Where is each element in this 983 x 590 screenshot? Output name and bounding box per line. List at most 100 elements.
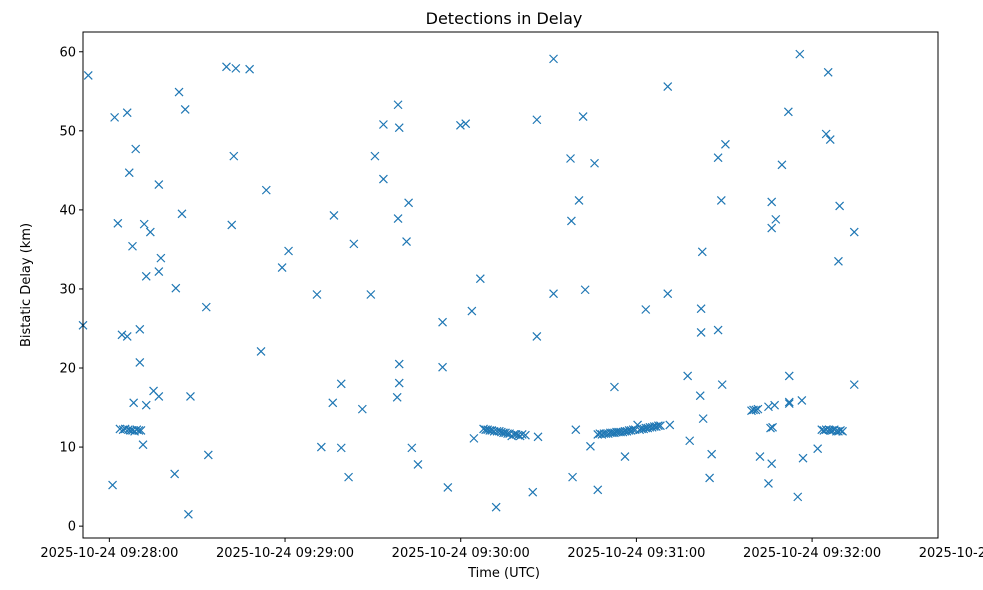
data-point xyxy=(201,302,211,312)
data-point xyxy=(83,71,93,80)
data-point xyxy=(349,239,359,249)
data-point xyxy=(469,433,479,443)
x-tick-label: 2025-10-24 09:29:00 xyxy=(216,546,354,561)
data-point xyxy=(141,400,151,410)
data-point xyxy=(154,180,164,190)
data-point xyxy=(110,112,120,122)
data-point xyxy=(793,492,803,502)
data-point xyxy=(586,441,595,451)
data-point xyxy=(568,472,577,482)
data-point xyxy=(186,392,195,401)
data-point xyxy=(766,423,775,433)
data-point xyxy=(138,440,148,450)
data-point xyxy=(122,108,132,118)
data-point xyxy=(366,290,376,299)
data-point xyxy=(475,274,485,284)
data-point xyxy=(336,443,346,453)
data-point xyxy=(141,271,151,281)
data-point xyxy=(443,482,453,492)
data-point xyxy=(751,405,761,415)
data-point xyxy=(108,480,117,490)
data-point xyxy=(655,421,665,431)
y-tick-label: 0 xyxy=(68,520,76,535)
data-point xyxy=(696,304,706,314)
data-point xyxy=(566,216,576,226)
data-point xyxy=(784,371,794,381)
data-point xyxy=(438,362,447,372)
data-point xyxy=(336,379,346,389)
data-point xyxy=(834,426,843,436)
data-point xyxy=(461,119,471,129)
data-point xyxy=(145,227,155,237)
data-point xyxy=(312,290,322,299)
x-tick-label: 2025-10-24 09:30:00 xyxy=(392,546,530,561)
data-point xyxy=(139,219,149,229)
data-point xyxy=(784,397,794,407)
data-point xyxy=(713,153,723,163)
data-point xyxy=(122,331,132,341)
data-point xyxy=(663,82,673,91)
data-point xyxy=(402,237,411,246)
data-point xyxy=(124,168,134,178)
data-point xyxy=(823,67,833,77)
data-point xyxy=(612,427,621,437)
data-point xyxy=(768,422,777,432)
data-point xyxy=(641,305,651,314)
data-point xyxy=(720,139,730,149)
data-point xyxy=(517,430,527,439)
data-point xyxy=(277,263,287,273)
data-point xyxy=(580,285,590,295)
x-tick-label: 2025-10-24 09:31:00 xyxy=(567,546,705,561)
data-point xyxy=(113,218,123,228)
data-point xyxy=(784,399,794,409)
data-point xyxy=(755,452,765,461)
data-point xyxy=(653,421,663,431)
data-point xyxy=(663,289,673,299)
data-point xyxy=(783,107,793,117)
data-point xyxy=(571,425,581,435)
data-point xyxy=(231,63,241,73)
data-point xyxy=(566,154,575,163)
data-point xyxy=(394,378,404,388)
data-point xyxy=(849,227,859,237)
data-point xyxy=(683,371,693,381)
data-point xyxy=(131,144,141,154)
data-point xyxy=(256,346,266,356)
data-point xyxy=(838,426,847,436)
data-point xyxy=(825,135,835,144)
data-point xyxy=(797,396,807,405)
data-point xyxy=(229,151,239,161)
y-tick-label: 10 xyxy=(59,441,76,456)
data-point xyxy=(590,158,599,168)
data-point xyxy=(849,380,859,390)
data-point xyxy=(456,120,465,130)
data-point xyxy=(697,247,707,257)
data-point xyxy=(767,197,777,207)
data-point xyxy=(135,324,145,334)
data-point xyxy=(821,129,831,139)
data-point xyxy=(528,487,538,497)
data-point xyxy=(171,283,181,293)
data-point xyxy=(532,331,542,341)
data-point xyxy=(665,420,675,430)
data-point xyxy=(696,328,706,337)
data-point xyxy=(438,317,447,327)
data-point xyxy=(578,112,588,122)
data-point xyxy=(593,485,603,495)
data-point xyxy=(329,211,339,220)
data-point xyxy=(777,160,787,170)
y-tick-label: 60 xyxy=(59,45,76,60)
data-point xyxy=(836,426,845,435)
data-point xyxy=(117,330,127,340)
data-point xyxy=(344,472,354,482)
data-point xyxy=(180,105,190,114)
data-point xyxy=(393,214,403,224)
data-point xyxy=(813,444,823,454)
data-point xyxy=(413,460,423,469)
data-point xyxy=(817,425,827,435)
y-tick-label: 30 xyxy=(59,282,76,297)
data-point xyxy=(521,430,530,440)
data-point xyxy=(767,223,777,233)
data-point xyxy=(574,195,584,205)
